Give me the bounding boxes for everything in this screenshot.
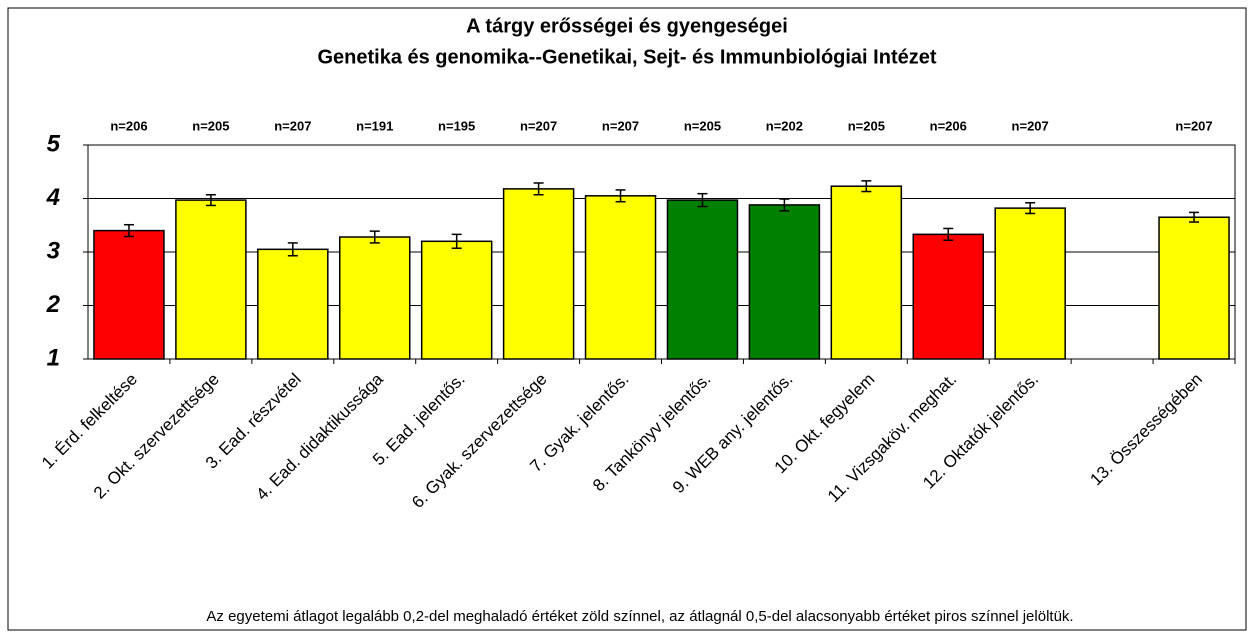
y-tick-label: 4 bbox=[46, 184, 60, 211]
n-label: n=207 bbox=[602, 118, 639, 133]
n-label: n=206 bbox=[110, 118, 147, 133]
chart-title: A tárgy erősségei és gyengeségei bbox=[466, 15, 788, 37]
n-label: n=207 bbox=[274, 118, 311, 133]
bar bbox=[748, 204, 821, 360]
bar bbox=[1158, 216, 1230, 360]
y-tick-label: 5 bbox=[47, 130, 61, 157]
n-label: n=205 bbox=[848, 118, 885, 133]
bar bbox=[257, 248, 329, 360]
bar bbox=[502, 188, 575, 360]
bar bbox=[339, 236, 411, 360]
bar bbox=[666, 199, 739, 360]
bar bbox=[175, 199, 247, 360]
n-label: n=195 bbox=[438, 118, 475, 133]
y-tick-label: 2 bbox=[46, 291, 61, 318]
y-tick-label: 3 bbox=[47, 237, 61, 264]
bar bbox=[830, 185, 903, 360]
n-label: n=207 bbox=[520, 118, 557, 133]
bar bbox=[994, 207, 1066, 360]
n-label: n=206 bbox=[930, 118, 967, 133]
bar bbox=[93, 229, 165, 360]
n-label: n=191 bbox=[356, 118, 393, 133]
bar bbox=[584, 195, 657, 360]
n-label: n=202 bbox=[766, 118, 803, 133]
annotation: Az egyetemi átlagot legalább 0,2-del meg… bbox=[206, 608, 1073, 625]
y-tick-label: 1 bbox=[47, 344, 60, 371]
n-label: n=205 bbox=[684, 118, 721, 133]
bar bbox=[912, 233, 984, 360]
n-label: n=207 bbox=[1175, 118, 1212, 133]
n-label: n=207 bbox=[1012, 118, 1049, 133]
chart-subtitle: Genetika és genomika--Genetikai, Sejt- é… bbox=[317, 46, 936, 68]
n-label: n=205 bbox=[192, 118, 229, 133]
bar bbox=[420, 240, 493, 360]
